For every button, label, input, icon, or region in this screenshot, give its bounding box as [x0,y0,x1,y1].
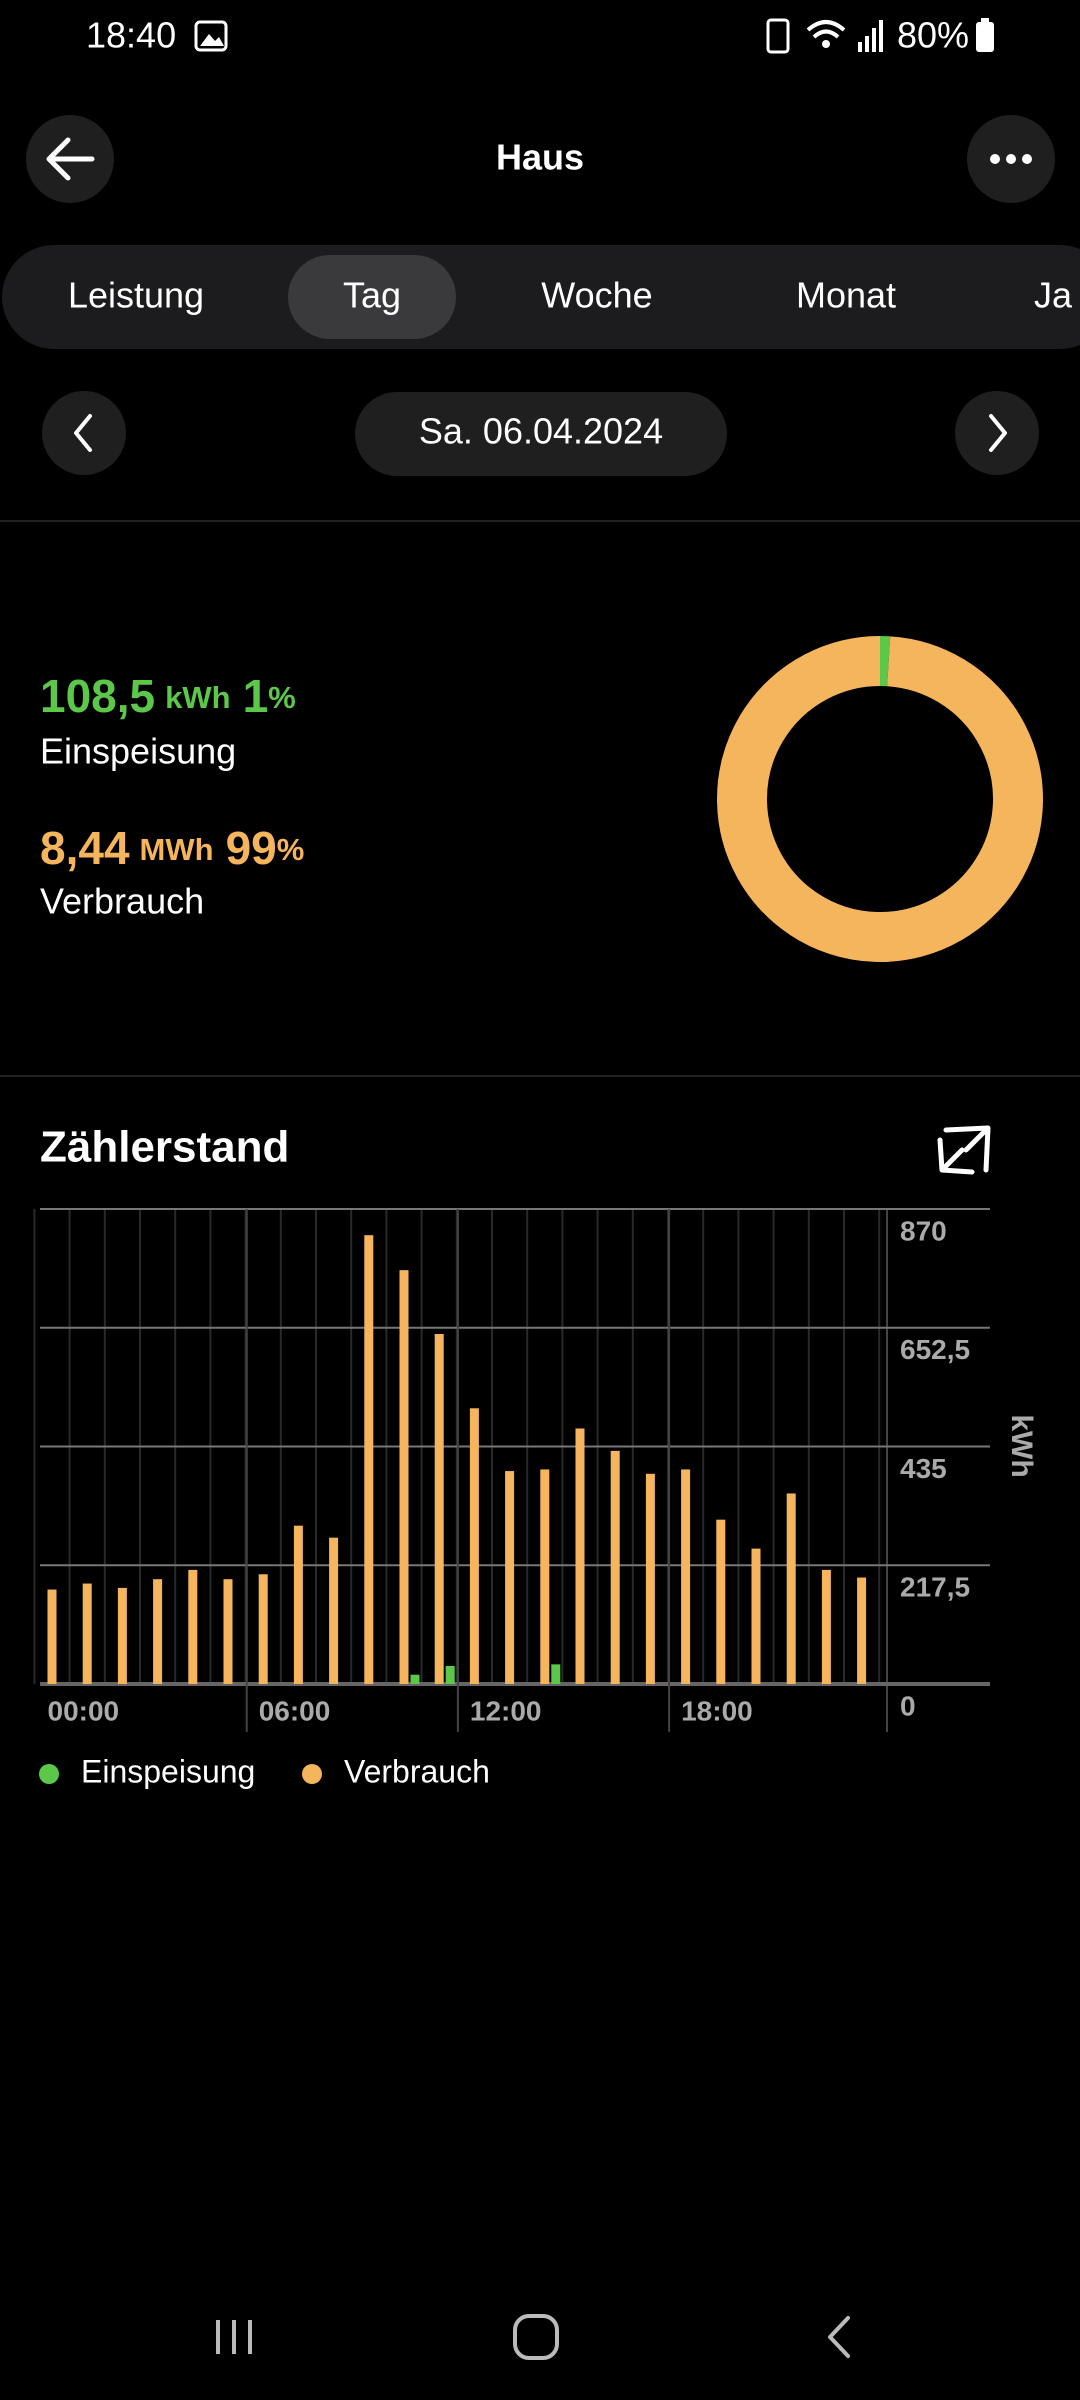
bar [786,1493,796,1684]
nav-recent[interactable] [216,2320,252,2354]
y-tick-label: 0 [900,1690,916,1721]
bar [821,1569,831,1684]
bar [681,1469,691,1684]
nav-back[interactable] [828,2316,850,2358]
y-tick-label: 652,5 [900,1334,970,1365]
more-button[interactable] [967,115,1055,203]
bar [716,1519,726,1684]
y-axis-label: kWh [1005,1414,1038,1477]
y-tick-label: 870 [900,1215,947,1246]
bar [258,1574,268,1684]
y-tick-label: 435 [900,1453,947,1484]
summary: 108,5 kWh 1% Einspeisung 8,44 MWh 99% Verbrauch [40,670,304,921]
bar [540,1469,550,1684]
tab[interactable]: Woche [541,275,652,316]
status-battery: 80% [897,15,969,56]
next-day-button[interactable] [955,391,1039,475]
bar [575,1428,585,1684]
x-tick-label: 00:00 [48,1695,120,1726]
summary-amount: 8,44 MWh 99% [40,822,304,874]
summary-label: Verbrauch [40,881,204,922]
tab-group: Leistung Tag Woche Monat Ja [68,255,1073,339]
bar [469,1408,479,1684]
bar [223,1579,233,1684]
unit: kWh [165,680,230,715]
bar [434,1334,444,1684]
amount: 108,5 [40,670,155,722]
bar-chart: 0 217,5 435 652,5 870 kWh 00:00 06:00 12:00 18:00… [33,1208,1038,1789]
bar [82,1583,92,1684]
bar [329,1537,339,1684]
chart-title: Zählerstand [40,1123,289,1172]
bar [645,1473,655,1684]
percent-sign: % [268,680,296,715]
percent: 99 [226,822,277,874]
status-time: 18:40 [86,15,176,56]
back-button[interactable] [26,115,114,203]
y-tick-label: 217,5 [900,1572,970,1603]
tab[interactable]: Leistung [68,275,204,316]
summary-amount: 108,5 kWh 1% [40,670,296,722]
bar [751,1548,761,1684]
bar [857,1577,867,1684]
bar [551,1664,561,1684]
x-tick-label: 06:00 [259,1695,331,1726]
legend-marker [39,1764,59,1784]
active-tab-pill [288,255,456,339]
tab[interactable]: Ja [1034,275,1073,316]
percent: 1 [243,670,269,722]
bar [505,1471,515,1684]
percent-sign: % [277,832,305,867]
tab[interactable]: Monat [796,275,896,316]
donut-segment [717,636,1043,962]
legend-label: Einspeisung [81,1753,255,1789]
unit: MWh [140,832,214,867]
bar [410,1674,420,1684]
legend-label: Verbrauch [344,1753,490,1789]
donut-chart [717,635,1043,962]
bar [153,1579,163,1684]
tab[interactable]: Tag [343,275,401,316]
bar [445,1665,455,1684]
date-picker[interactable]: Sa. 06.04.2024 [355,392,727,476]
bar [117,1587,127,1684]
bar [610,1450,620,1684]
previous-day-button[interactable] [42,391,126,475]
bar [364,1235,374,1684]
date-label: Sa. 06.04.2024 [419,411,663,452]
expand-button[interactable] [937,1125,991,1175]
bar [293,1525,303,1684]
nav-home[interactable] [513,2314,559,2360]
amount: 8,44 [40,822,130,874]
page-title: Haus [496,137,584,178]
bar [188,1569,198,1684]
status-icons [194,18,994,54]
x-tick-label: 18:00 [681,1695,753,1726]
bar [47,1589,57,1684]
tab-bar [2,245,1080,349]
legend-marker [302,1764,322,1784]
bar [399,1270,409,1684]
summary-label: Einspeisung [40,731,236,772]
x-tick-label: 12:00 [470,1695,542,1726]
